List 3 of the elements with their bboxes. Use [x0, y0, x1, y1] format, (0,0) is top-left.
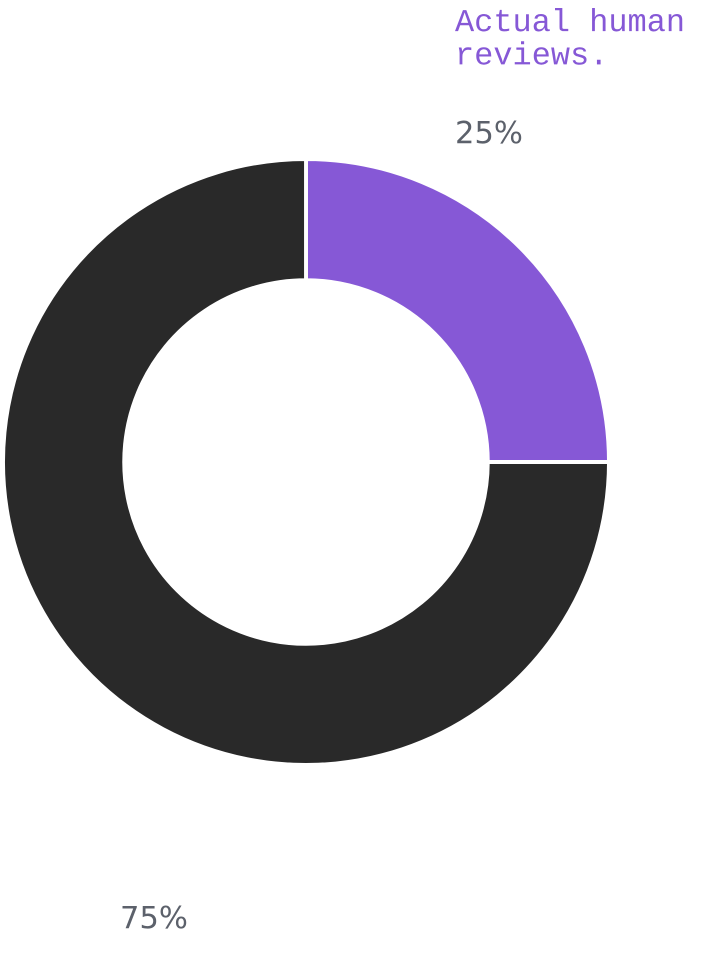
slice-label: Actual human reviews.	[455, 8, 682, 65]
data-label: 75%	[122, 906, 186, 929]
data-label: 25%	[457, 120, 522, 144]
